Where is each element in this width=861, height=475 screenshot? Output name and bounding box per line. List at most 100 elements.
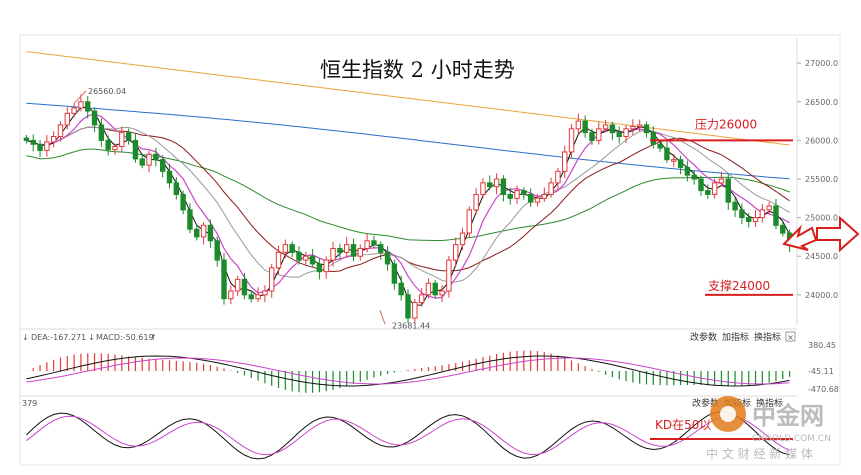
low-pointer xyxy=(379,310,386,325)
candle-body xyxy=(330,248,336,261)
candle-body xyxy=(364,240,370,249)
candle-body xyxy=(746,217,752,222)
candle-body xyxy=(650,132,657,145)
kd-note-label: KD在50以 xyxy=(655,418,711,432)
candle-body xyxy=(548,182,554,195)
candle-body xyxy=(480,182,486,195)
candle-body xyxy=(187,209,193,230)
candle-body xyxy=(643,124,650,134)
candle-body xyxy=(350,244,357,257)
candle-body xyxy=(500,178,507,195)
candle-body xyxy=(384,251,391,265)
kd-d-line xyxy=(26,415,790,456)
candle-body xyxy=(466,209,473,234)
candle-body xyxy=(623,128,629,138)
candle-body xyxy=(132,139,139,160)
candle-body xyxy=(589,132,595,141)
kd-k-line xyxy=(26,411,790,460)
y-tick-label: 26500.0 xyxy=(805,98,838,107)
candle-body xyxy=(398,282,404,296)
chart-title: 恒生指数 2 小时走势 xyxy=(320,58,515,82)
candle-body xyxy=(602,124,609,130)
candle-body xyxy=(119,132,125,148)
candle-body xyxy=(725,178,731,203)
candle-body xyxy=(78,101,84,109)
macd-tool-button: 换指标 xyxy=(754,331,781,343)
candle-body xyxy=(759,209,766,219)
candle-body xyxy=(718,178,725,184)
candle-body xyxy=(609,124,616,134)
macd-arrow-icon: ↓ xyxy=(22,333,29,342)
candle-body xyxy=(112,146,118,151)
watermark-logo-text: 中金网 xyxy=(752,402,824,430)
macd-close-icon xyxy=(785,331,796,342)
candle-body xyxy=(241,278,248,296)
candle-body xyxy=(473,193,479,211)
macd-close-glyph: × xyxy=(787,333,794,342)
candle-body xyxy=(766,205,772,211)
candle-body xyxy=(44,141,50,151)
candle-body xyxy=(452,244,459,261)
candle-body xyxy=(705,190,711,195)
y-tick-label: 24500.0 xyxy=(805,252,838,261)
candle-body xyxy=(562,151,568,172)
candle-body xyxy=(85,101,91,112)
candle-body xyxy=(64,112,70,126)
y-tick-label: 25500.0 xyxy=(805,175,838,184)
candle-body xyxy=(630,125,636,130)
candle-body xyxy=(371,240,377,246)
candle-body xyxy=(323,259,329,273)
candle-body xyxy=(357,248,364,257)
candle-body xyxy=(214,240,220,261)
candle-body xyxy=(773,205,779,226)
candle-body xyxy=(507,193,513,199)
macd-tick-label: 380.45 xyxy=(808,341,836,350)
candle-body xyxy=(412,302,418,319)
candle-body xyxy=(378,244,384,253)
macd-macd-label: MACD:-50.619 xyxy=(96,333,154,342)
candle-body xyxy=(71,107,77,114)
arrow-right-icon xyxy=(816,215,860,253)
support-label: 支撑24000 xyxy=(708,278,770,293)
macd-arrow-icon-3: ↑ xyxy=(150,333,157,342)
ma20-line xyxy=(26,126,790,283)
arrow-small-icon xyxy=(782,224,818,251)
watermark-logo-inner xyxy=(720,406,736,422)
candle-body xyxy=(200,224,207,238)
candle-body xyxy=(582,120,588,134)
macd-tick-label: -45.11 xyxy=(808,367,834,376)
candle-body xyxy=(752,217,759,222)
candle-body xyxy=(337,248,343,253)
candle-body xyxy=(439,290,445,296)
candle-body xyxy=(289,244,295,253)
candle-body xyxy=(50,136,57,143)
candle-body xyxy=(30,139,36,145)
ma250-line xyxy=(26,51,790,146)
candle-body xyxy=(684,166,691,176)
candle-body xyxy=(711,182,718,195)
candle-body xyxy=(677,159,684,168)
candle-body xyxy=(671,159,677,162)
candle-body xyxy=(159,159,166,172)
high-pointer xyxy=(73,90,87,104)
y-tick-label: 24000.0 xyxy=(805,291,838,300)
candle-body xyxy=(459,232,466,246)
candle-body xyxy=(296,251,302,261)
macd-dea-line xyxy=(26,357,790,385)
candle-body xyxy=(343,244,350,253)
candle-body xyxy=(691,174,697,180)
candle-body xyxy=(616,132,622,138)
y-tick-label: 27000.0 xyxy=(805,59,838,68)
candle-body xyxy=(541,193,547,199)
candle-body xyxy=(255,294,261,300)
y-tick-label: 25000.0 xyxy=(805,214,838,223)
candle-body xyxy=(487,182,493,188)
candle-body xyxy=(432,282,438,296)
candle-body xyxy=(405,294,411,319)
kd-tool-button: 换指标 xyxy=(756,397,783,409)
candle-body xyxy=(527,193,534,203)
candle-body xyxy=(391,263,398,284)
candle-body xyxy=(282,244,289,253)
kd-left-label: 379 xyxy=(22,399,37,408)
